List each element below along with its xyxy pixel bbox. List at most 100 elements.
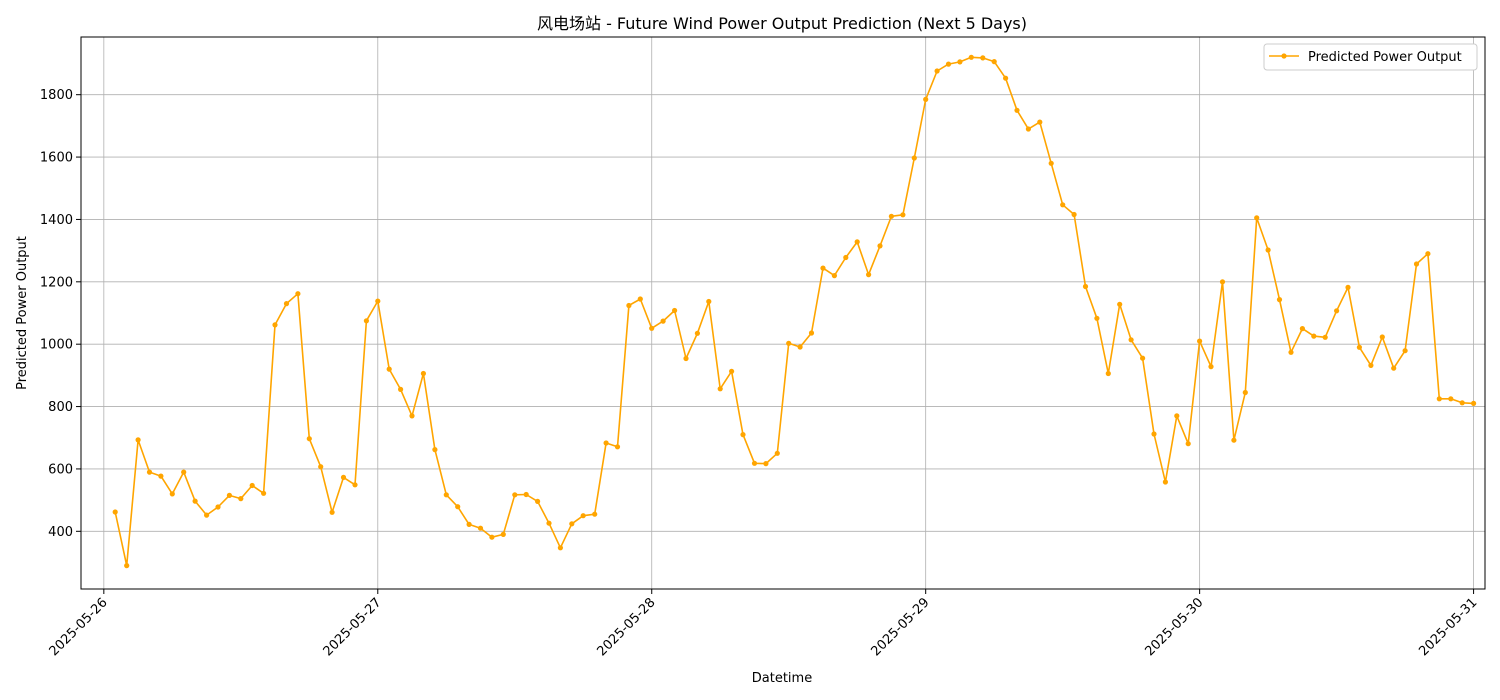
data-point (283, 301, 290, 307)
data-point (523, 491, 529, 498)
data-point (1151, 431, 1157, 437)
data-point (557, 545, 564, 551)
data-point (466, 521, 472, 528)
data-point (1254, 215, 1260, 221)
data-point (340, 474, 347, 480)
data-point (580, 513, 586, 519)
data-point (900, 212, 906, 218)
x-tick-label: 2025-05-26 (47, 595, 111, 659)
data-point (1197, 338, 1203, 344)
data-point (1094, 315, 1100, 321)
chart-title: 风电场站 - Future Wind Power Output Predicti… (537, 14, 1027, 33)
data-point (1288, 349, 1294, 355)
data-point (1413, 261, 1420, 267)
data-point (375, 298, 381, 304)
data-point (443, 492, 449, 498)
data-point (614, 444, 621, 450)
data-point (1242, 389, 1248, 396)
data-point (1231, 437, 1237, 443)
data-point (637, 296, 643, 302)
data-point (888, 213, 895, 219)
data-point (1436, 396, 1442, 402)
x-tick-label: 2025-05-31 (1416, 595, 1480, 659)
data-point (1322, 334, 1328, 340)
data-point (820, 265, 826, 271)
y-tick-label: 1600 (40, 151, 73, 166)
data-point (500, 531, 506, 538)
data-point (1162, 479, 1168, 485)
data-point (626, 302, 632, 309)
series-layer (112, 54, 1477, 569)
data-point (546, 520, 552, 526)
data-point (1105, 370, 1111, 377)
y-tick-label: 1800 (40, 88, 73, 103)
x-axis-label: Datetime (752, 671, 812, 686)
data-point (1276, 297, 1283, 303)
data-point (295, 291, 301, 297)
data-point (603, 440, 609, 446)
y-axis: 400 600 800 1000 1200 1400 1600 1800 (40, 88, 81, 540)
x-tick-label: 2025-05-27 (321, 595, 385, 659)
data-point (797, 344, 803, 350)
data-point (112, 509, 118, 515)
data-point (535, 498, 541, 504)
data-point (751, 460, 758, 466)
y-tick-label: 600 (48, 462, 73, 477)
legend-marker-swatch (1281, 53, 1287, 59)
data-point (249, 482, 255, 489)
data-point (1048, 160, 1054, 166)
data-point (660, 318, 666, 324)
x-tick-label: 2025-05-28 (595, 595, 659, 659)
data-point (409, 413, 415, 419)
legend-box (1263, 43, 1478, 71)
data-point (204, 512, 210, 518)
data-point (683, 355, 689, 362)
data-point (843, 254, 849, 261)
data-point (1082, 283, 1089, 290)
data-point (261, 490, 267, 496)
data-point (432, 447, 438, 453)
data-point (1003, 75, 1009, 81)
data-point (1014, 107, 1020, 113)
data-point (318, 464, 324, 470)
data-point (181, 469, 187, 475)
data-point (489, 534, 495, 540)
data-point (923, 96, 929, 102)
data-point (945, 61, 952, 67)
data-point (808, 330, 815, 336)
data-point (1345, 284, 1351, 290)
x-tick-label: 2025-05-29 (868, 595, 932, 659)
data-point (1368, 362, 1374, 368)
data-point (706, 298, 712, 305)
data-point (1185, 441, 1191, 447)
data-point (569, 521, 575, 527)
data-point (146, 469, 153, 475)
data-point (1311, 333, 1317, 339)
data-point (1025, 126, 1031, 132)
data-point (158, 473, 164, 479)
y-tick-label: 1000 (40, 338, 73, 353)
data-point (1402, 348, 1408, 354)
data-point (1174, 413, 1180, 419)
data-point (1265, 247, 1271, 253)
data-point (1356, 344, 1362, 350)
data-point (854, 239, 860, 245)
data-point (1459, 400, 1465, 406)
data-point (934, 68, 940, 74)
data-point (592, 511, 598, 517)
plot-frame (80, 36, 1486, 590)
data-point (729, 368, 735, 374)
data-point (1448, 396, 1454, 402)
y-tick-label: 800 (48, 400, 73, 415)
data-point (774, 450, 780, 456)
data-point (1299, 326, 1305, 332)
y-tick-label: 400 (48, 525, 73, 540)
data-point (1071, 211, 1077, 218)
data-point (866, 272, 872, 278)
data-point (672, 307, 678, 314)
y-axis-label: Predicted Power Output (15, 236, 30, 390)
data-point (877, 243, 883, 249)
x-axis: 2025-05-26 2025-05-27 2025-05-28 2025-05-29… (47, 589, 1480, 659)
data-point (363, 318, 369, 324)
